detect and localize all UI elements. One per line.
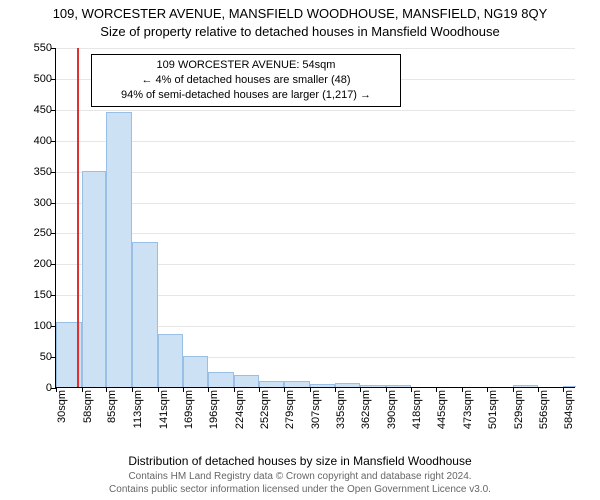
x-tick-label: 556sqm [538, 390, 550, 450]
x-axis-label: Distribution of detached houses by size … [0, 454, 600, 468]
x-tick-label: 30sqm [56, 390, 68, 450]
x-tick-label: 473sqm [462, 390, 474, 450]
histogram-bar [208, 372, 234, 387]
x-tick-label: 445sqm [436, 390, 448, 450]
annotation-line: 109 WORCESTER AVENUE: 54sqm [98, 58, 394, 73]
chart-subtitle: Size of property relative to detached ho… [0, 24, 600, 39]
y-tick-label: 350 [16, 166, 56, 178]
gridline [56, 203, 575, 204]
x-tick-label: 529sqm [513, 390, 525, 450]
histogram-bar [183, 356, 208, 387]
x-tick-label: 58sqm [82, 390, 94, 450]
x-tick-label: 584sqm [563, 390, 575, 450]
y-tick-label: 50 [16, 351, 56, 363]
x-tick-label: 501sqm [487, 390, 499, 450]
y-tick-label: 150 [16, 289, 56, 301]
y-tick-label: 250 [16, 227, 56, 239]
x-tick-label: 196sqm [208, 390, 220, 450]
footer-credits: Contains HM Land Registry data © Crown c… [0, 471, 600, 496]
y-tick-label: 200 [16, 258, 56, 270]
histogram-bar [563, 386, 576, 387]
histogram-bar [106, 112, 132, 387]
y-tick-label: 0 [16, 382, 56, 394]
x-tick-label: 85sqm [106, 390, 118, 450]
histogram-bar [360, 385, 386, 387]
annotation-box: 109 WORCESTER AVENUE: 54sqm← 4% of detac… [91, 54, 401, 107]
annotation-line: ← 4% of detached houses are smaller (48) [98, 73, 394, 88]
x-tick-label: 362sqm [360, 390, 372, 450]
gridline [56, 48, 575, 49]
histogram-bar [513, 385, 538, 387]
gridline [56, 172, 575, 173]
x-tick-label: 252sqm [259, 390, 271, 450]
footer-line-2: Contains public sector information licen… [0, 484, 600, 497]
x-tick-label: 169sqm [183, 390, 195, 450]
histogram-bar [335, 383, 360, 387]
histogram-bar [284, 381, 310, 387]
annotation-line: 94% of semi-detached houses are larger (… [98, 88, 394, 103]
page-title: 109, WORCESTER AVENUE, MANSFIELD WOODHOU… [0, 6, 600, 21]
histogram-bar [158, 334, 184, 387]
y-tick-label: 550 [16, 42, 56, 54]
histogram-bar [310, 384, 336, 387]
gridline [56, 141, 575, 142]
histogram-bar [386, 385, 412, 387]
x-tick-label: 113sqm [132, 390, 144, 450]
y-tick-label: 400 [16, 135, 56, 147]
x-tick-label: 224sqm [234, 390, 246, 450]
y-tick-label: 100 [16, 320, 56, 332]
x-tick-label: 418sqm [411, 390, 423, 450]
x-tick-label: 335sqm [335, 390, 347, 450]
gridline [56, 110, 575, 111]
histogram-bar [132, 242, 158, 387]
y-tick-label: 300 [16, 197, 56, 209]
y-tick-label: 500 [16, 73, 56, 85]
x-tick-label: 390sqm [386, 390, 398, 450]
x-tick-label: 279sqm [284, 390, 296, 450]
footer-line-1: Contains HM Land Registry data © Crown c… [0, 471, 600, 484]
x-tick-label: 307sqm [310, 390, 322, 450]
histogram-plot-area: 05010015020025030035040045050055030sqm58… [55, 48, 575, 388]
gridline [56, 233, 575, 234]
x-tick-label: 141sqm [158, 390, 170, 450]
histogram-bar [234, 375, 260, 387]
reference-line [77, 48, 79, 387]
histogram-bar [82, 171, 107, 387]
y-tick-label: 450 [16, 104, 56, 116]
histogram-bar [259, 381, 284, 387]
